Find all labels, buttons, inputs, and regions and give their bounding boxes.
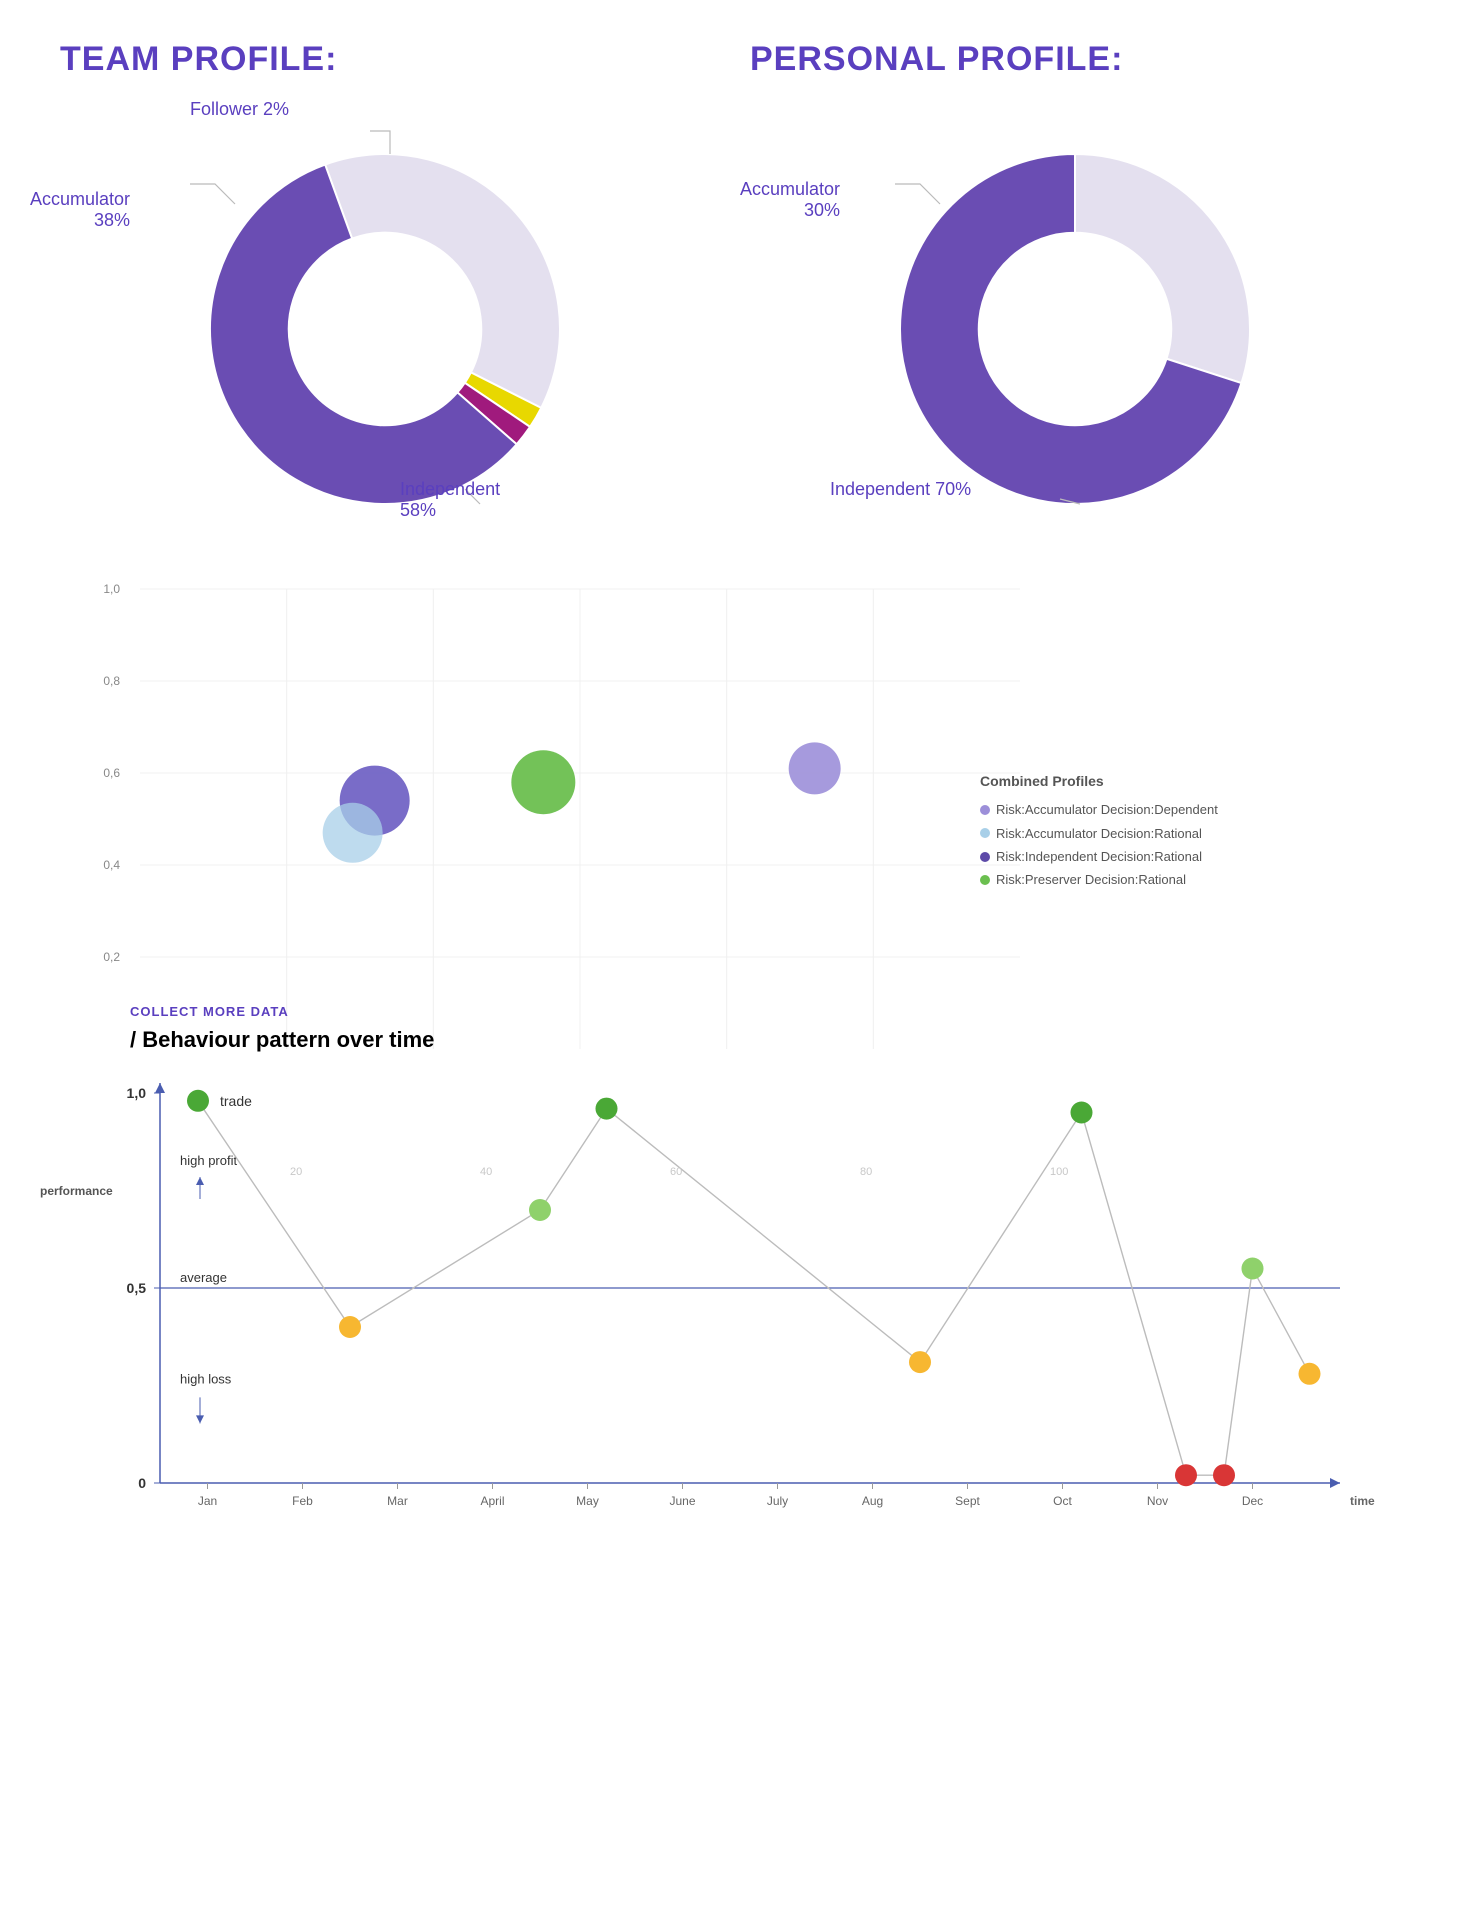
svg-text:0: 0 <box>138 1475 146 1491</box>
svg-text:80: 80 <box>860 1166 872 1178</box>
svg-text:100: 100 <box>1050 1166 1068 1178</box>
legend-item: Risk:Preserver Decision:Rational <box>980 868 1218 891</box>
svg-text:0,8: 0,8 <box>103 674 120 688</box>
svg-text:20: 20 <box>290 1166 302 1178</box>
team-profile-col: TEAM PROFILE: Accumulator38% Follower 2%… <box>60 40 710 529</box>
personal-donut-wrap: Accumulator30% Independent 70% <box>750 109 1400 529</box>
svg-text:Feb: Feb <box>292 1494 313 1508</box>
team-donut-chart <box>145 109 625 529</box>
y-axis-label: performance <box>40 1184 113 1198</box>
svg-text:time: time <box>1350 1494 1375 1508</box>
team-label-follower: Follower 2% <box>190 99 289 120</box>
behaviour-title: / Behaviour pattern over time <box>130 1027 1400 1053</box>
svg-text:Mar: Mar <box>387 1494 408 1508</box>
team-label-independent: Independent58% <box>400 479 500 521</box>
personal-profile-col: PERSONAL PROFILE: Accumulator30% Indepen… <box>750 40 1400 529</box>
svg-text:1,0: 1,0 <box>103 582 120 596</box>
svg-text:Sept: Sept <box>955 1494 980 1508</box>
profiles-row: TEAM PROFILE: Accumulator38% Follower 2%… <box>60 40 1400 529</box>
svg-text:1,0: 1,0 <box>127 1085 147 1101</box>
personal-label-accumulator: Accumulator30% <box>740 179 840 221</box>
svg-text:Jan: Jan <box>198 1494 217 1508</box>
personal-donut-chart <box>835 109 1315 529</box>
svg-text:April: April <box>480 1494 504 1508</box>
svg-text:May: May <box>576 1494 599 1508</box>
svg-text:Oct: Oct <box>1053 1494 1072 1508</box>
svg-text:Dec: Dec <box>1242 1494 1263 1508</box>
svg-text:0,6: 0,6 <box>103 766 120 780</box>
svg-text:high loss: high loss <box>180 1371 232 1386</box>
svg-text:0,4: 0,4 <box>103 858 120 872</box>
legend-item: Risk:Independent Decision:Rational <box>980 845 1218 868</box>
bubble-legend: Combined Profiles Risk:Accumulator Decis… <box>980 769 1218 892</box>
svg-text:trade: trade <box>220 1093 252 1109</box>
svg-text:July: July <box>767 1494 788 1508</box>
personal-profile-title: PERSONAL PROFILE: <box>750 40 1400 79</box>
legend-title: Combined Profiles <box>980 769 1218 794</box>
legend-item: Risk:Accumulator Decision:Rational <box>980 822 1218 845</box>
svg-text:60: 60 <box>670 1166 682 1178</box>
team-label-accumulator: Accumulator38% <box>30 189 130 231</box>
svg-text:June: June <box>669 1494 695 1508</box>
svg-text:Nov: Nov <box>1147 1494 1168 1508</box>
behaviour-line-chart: 0 0,5 1,0 Jan Feb Mar April May June July Aug Sept O… <box>60 1063 1400 1603</box>
legend-item: Risk:Accumulator Decision:Dependent <box>980 798 1218 821</box>
collect-more-data-label: COLLECT MORE DATA <box>130 1004 1400 1019</box>
svg-text:0,2: 0,2 <box>103 950 120 964</box>
personal-label-independent: Independent 70% <box>830 479 971 500</box>
svg-text:high profit: high profit <box>180 1153 237 1168</box>
svg-text:0,5: 0,5 <box>127 1280 147 1296</box>
svg-text:Aug: Aug <box>862 1494 883 1508</box>
svg-text:40: 40 <box>480 1166 492 1178</box>
svg-text:average: average <box>180 1270 227 1285</box>
team-donut-wrap: Accumulator38% Follower 2% Independent58… <box>60 109 710 529</box>
behaviour-section: COLLECT MORE DATA / Behaviour pattern ov… <box>60 1004 1400 1608</box>
team-profile-title: TEAM PROFILE: <box>60 40 710 79</box>
